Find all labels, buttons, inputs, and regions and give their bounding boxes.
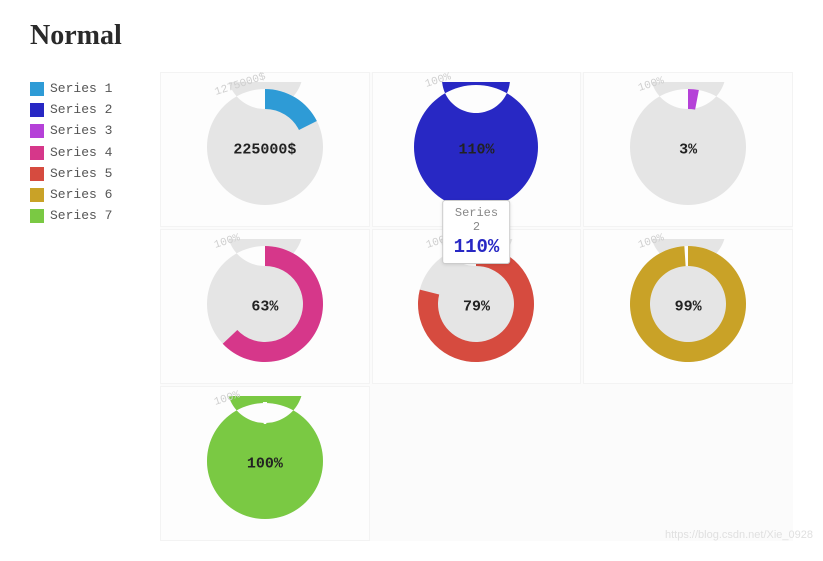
content-row: Series 1 Series 2 Series 3 Series 4 Series 5… bbox=[30, 72, 793, 541]
donut-center-label: 110% bbox=[458, 141, 494, 158]
legend-label: Series 4 bbox=[50, 144, 112, 162]
legend-item[interactable]: Series 3 bbox=[30, 122, 140, 140]
legend-item[interactable]: Series 5 bbox=[30, 165, 140, 183]
legend-label: Series 1 bbox=[50, 80, 112, 98]
donut-chart[interactable]: 100%100% bbox=[200, 396, 330, 531]
donut-chart[interactable]: 63%100% bbox=[200, 239, 330, 374]
legend-item[interactable]: Series 7 bbox=[30, 207, 140, 225]
tooltip-value: 110% bbox=[454, 236, 500, 258]
legend: Series 1 Series 2 Series 3 Series 4 Series 5… bbox=[30, 72, 140, 541]
donut-cell: 100%100% bbox=[160, 386, 370, 541]
legend-item[interactable]: Series 6 bbox=[30, 186, 140, 204]
legend-label: Series 5 bbox=[50, 165, 112, 183]
donut-center-label: 3% bbox=[679, 141, 697, 158]
donut-cell: 110%100%Series 2110% bbox=[372, 72, 582, 227]
legend-label: Series 7 bbox=[50, 207, 112, 225]
donut-center-label: 63% bbox=[251, 298, 278, 315]
donut-grid: 225000$1275000$110%100%Series 2110%3%100… bbox=[160, 72, 793, 541]
tooltip-series: Series 2 bbox=[454, 206, 500, 234]
legend-item[interactable]: Series 1 bbox=[30, 80, 140, 98]
page-title: Normal bbox=[30, 20, 793, 52]
legend-item[interactable]: Series 2 bbox=[30, 101, 140, 119]
donut-chart[interactable]: 3%100% bbox=[623, 82, 753, 217]
legend-label: Series 3 bbox=[50, 122, 112, 140]
donut-center-label: 225000$ bbox=[233, 141, 296, 158]
watermark: https://blog.csdn.net/Xie_0928 bbox=[665, 529, 813, 541]
legend-swatch bbox=[30, 209, 44, 223]
donut-center-label: 100% bbox=[247, 455, 283, 472]
legend-item[interactable]: Series 4 bbox=[30, 144, 140, 162]
tooltip: Series 2110% bbox=[443, 200, 511, 264]
donut-cell: 3%100% bbox=[583, 72, 793, 227]
donut-center-label: 99% bbox=[675, 298, 702, 315]
legend-swatch bbox=[30, 82, 44, 96]
legend-swatch bbox=[30, 103, 44, 117]
page-container: Normal Series 1Series 2Series 3Series 4S… bbox=[0, 0, 823, 561]
donut-center-label: 79% bbox=[463, 298, 490, 315]
donut-chart[interactable]: 99%100% bbox=[623, 239, 753, 374]
legend-swatch bbox=[30, 188, 44, 202]
legend-swatch bbox=[30, 146, 44, 160]
legend-swatch bbox=[30, 167, 44, 181]
legend-swatch bbox=[30, 124, 44, 138]
legend-label: Series 6 bbox=[50, 186, 112, 204]
donut-chart[interactable]: 225000$1275000$ bbox=[200, 82, 330, 217]
donut-chart[interactable]: 110%100%Series 2110% bbox=[411, 82, 541, 217]
donut-cell: 99%100% bbox=[583, 229, 793, 384]
donut-cell: 225000$1275000$ bbox=[160, 72, 370, 227]
donut-cell: 63%100% bbox=[160, 229, 370, 384]
legend-label: Series 2 bbox=[50, 101, 112, 119]
